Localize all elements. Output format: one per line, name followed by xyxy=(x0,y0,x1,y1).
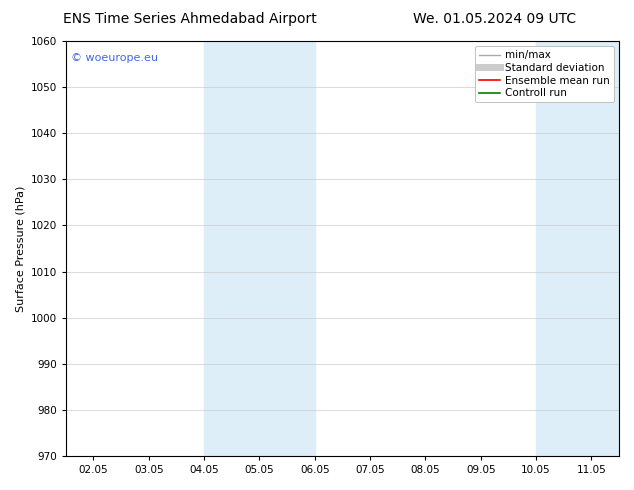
Y-axis label: Surface Pressure (hPa): Surface Pressure (hPa) xyxy=(15,185,25,312)
Legend: min/max, Standard deviation, Ensemble mean run, Controll run: min/max, Standard deviation, Ensemble me… xyxy=(475,46,614,102)
Text: © woeurope.eu: © woeurope.eu xyxy=(72,53,158,64)
Text: ENS Time Series Ahmedabad Airport: ENS Time Series Ahmedabad Airport xyxy=(63,12,317,26)
Bar xyxy=(536,41,619,456)
Bar xyxy=(204,41,314,456)
Text: We. 01.05.2024 09 UTC: We. 01.05.2024 09 UTC xyxy=(413,12,576,26)
